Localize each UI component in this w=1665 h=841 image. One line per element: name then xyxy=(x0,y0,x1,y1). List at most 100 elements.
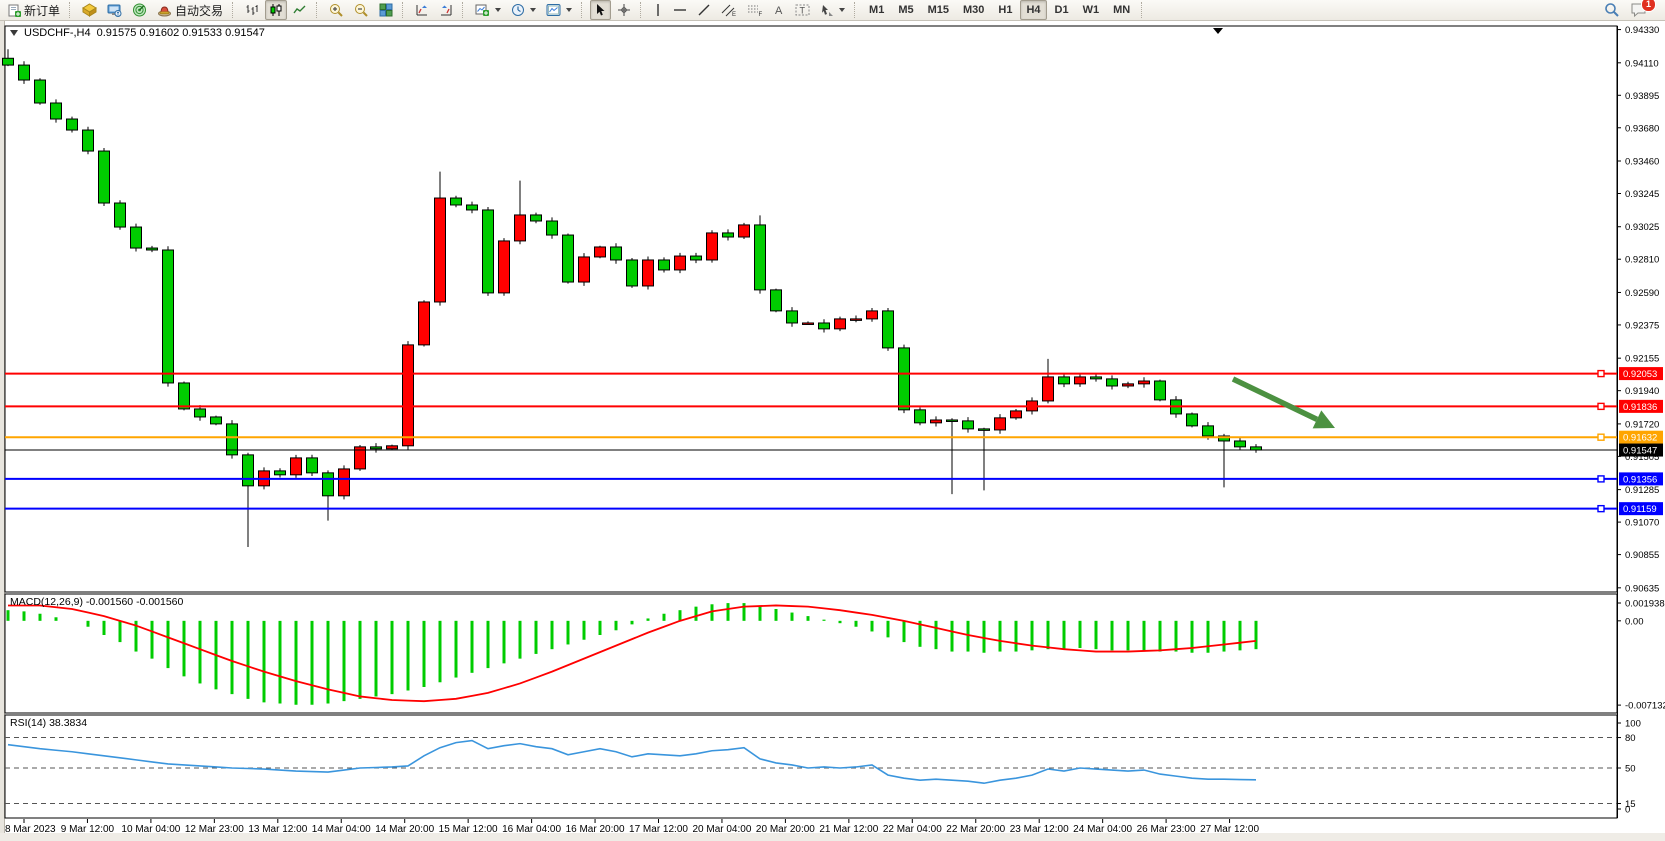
timeframe-mn-button[interactable]: MN xyxy=(1107,0,1136,20)
candle-down xyxy=(914,409,926,424)
crosshair-tool-button[interactable] xyxy=(613,0,635,20)
candle-down xyxy=(786,310,798,324)
candlestick-mode-button[interactable] xyxy=(265,0,288,20)
timeframe-m30-button[interactable]: M30 xyxy=(957,0,990,20)
timeframe-m5-button[interactable]: M5 xyxy=(892,0,919,20)
timeframe-d1-button[interactable]: D1 xyxy=(1049,0,1075,20)
text-tool-button[interactable]: A xyxy=(769,0,789,20)
price-tick-label: 0.93025 xyxy=(1625,222,1659,233)
depth-of-market-button[interactable] xyxy=(78,0,101,20)
timeframe-h1-button[interactable]: H1 xyxy=(992,0,1018,20)
rsi-indicator-label: RSI(14) 38.3834 xyxy=(10,717,88,729)
candle-up xyxy=(290,457,302,476)
chart-shift-marker-icon[interactable] xyxy=(1213,28,1223,34)
trendline-tool-button[interactable] xyxy=(693,0,715,20)
candle-up xyxy=(930,419,942,424)
price-tick-label: 0.91720 xyxy=(1625,419,1659,430)
autotrading-button[interactable]: 自动交易 xyxy=(153,0,227,20)
candle-up xyxy=(338,468,350,497)
zoom-in-button[interactable] xyxy=(325,0,348,20)
timeframe-m1-button[interactable]: M1 xyxy=(863,0,890,20)
candle-up xyxy=(578,256,590,283)
horizontal-line-tool-button[interactable] xyxy=(669,0,691,20)
candle-up xyxy=(418,301,430,346)
text-label-tool-button[interactable]: T xyxy=(791,0,814,20)
price-label-box xyxy=(1619,472,1663,486)
candle-up xyxy=(594,246,606,258)
metaeditor-button[interactable] xyxy=(103,0,126,20)
timeframe-w1-button[interactable]: W1 xyxy=(1077,0,1106,20)
macd-tick-label: -0.007132 xyxy=(1625,701,1665,712)
candle-down xyxy=(306,457,318,474)
zoom-out-button[interactable] xyxy=(350,0,373,20)
fibonacci-tool-button[interactable]: F xyxy=(743,0,767,20)
candle-down xyxy=(2,57,14,66)
chart-shift-button[interactable] xyxy=(435,0,457,20)
auto-scroll-button[interactable] xyxy=(411,0,433,20)
periods-button[interactable] xyxy=(507,0,540,20)
candle-down xyxy=(946,419,958,422)
price-tick-label: 0.93895 xyxy=(1625,91,1659,102)
horizontal-line-icon xyxy=(674,9,687,11)
candle-down xyxy=(242,454,254,487)
line-handle[interactable] xyxy=(1597,475,1605,483)
toolbar-separator xyxy=(69,2,73,18)
tile-windows-button[interactable] xyxy=(375,0,397,20)
candle-down xyxy=(322,472,334,497)
arrow-objects-button[interactable] xyxy=(816,0,849,20)
indicators-button[interactable] xyxy=(471,0,505,20)
timeframe-label: M1 xyxy=(869,4,885,16)
candle-down xyxy=(562,234,574,283)
templates-button[interactable] xyxy=(542,0,576,20)
metaeditor-icon xyxy=(107,4,122,17)
clock-icon xyxy=(512,4,525,16)
bar-chart-mode-button[interactable] xyxy=(241,0,263,20)
vertical-line-tool-button[interactable] xyxy=(649,0,667,20)
chat-button[interactable]: 1 xyxy=(1626,0,1656,20)
candle-down xyxy=(722,232,734,238)
price-tick-label: 0.92375 xyxy=(1625,320,1659,331)
time-tick-label: 8 Mar 2023 xyxy=(5,824,56,835)
candle-up xyxy=(994,417,1006,431)
macd-indicator-label: MACD(12,26,9) -0.001560 -0.001560 xyxy=(10,596,184,608)
line-chart-mode-button[interactable] xyxy=(289,0,311,20)
main-chart-panel[interactable] xyxy=(4,25,1618,593)
candle-down xyxy=(658,259,670,271)
ohlc-bars-icon xyxy=(246,5,258,15)
toolbar-separator xyxy=(316,2,320,18)
level-price-label: 0.91836 xyxy=(1623,402,1657,413)
timeframe-m15-button[interactable]: M15 xyxy=(922,0,955,20)
time-tick-label: 15 Mar 12:00 xyxy=(439,824,498,835)
line-chart-icon xyxy=(293,5,306,14)
signals-button[interactable] xyxy=(128,0,151,20)
macd-panel[interactable] xyxy=(4,593,1618,714)
level-price-label: 0.92053 xyxy=(1623,369,1657,380)
cursor-tool-button[interactable] xyxy=(590,0,612,20)
collapse-triangle-icon[interactable] xyxy=(10,30,18,36)
sonar-icon xyxy=(133,3,147,17)
time-tick-label: 10 Mar 04:00 xyxy=(121,824,180,835)
line-handle[interactable] xyxy=(1597,369,1605,378)
price-label-box xyxy=(1619,430,1663,444)
timeframe-label: H1 xyxy=(998,4,1013,16)
candle-down xyxy=(978,428,990,431)
level-price-label: 0.91159 xyxy=(1623,504,1657,515)
timeframe-h4-button[interactable]: H4 xyxy=(1020,0,1047,20)
svg-text:T: T xyxy=(800,6,806,16)
line-handle[interactable] xyxy=(1597,504,1605,513)
line-handle[interactable] xyxy=(1597,402,1605,411)
trendline-icon xyxy=(698,4,710,16)
macd-tick-label: 0.00 xyxy=(1625,616,1644,627)
new-order-button[interactable]: 新订单 xyxy=(4,0,64,20)
candle-down xyxy=(1218,435,1230,442)
line-handle[interactable] xyxy=(1597,433,1605,441)
trend-arrow[interactable] xyxy=(1231,376,1319,422)
candle-down xyxy=(626,259,638,287)
gold-cube-icon xyxy=(82,3,97,17)
rsi-panel[interactable] xyxy=(4,714,1618,819)
candle-down xyxy=(466,204,478,211)
equidistant-channel-tool-button[interactable]: E xyxy=(717,0,741,20)
trend-arrow-head[interactable] xyxy=(1312,410,1335,429)
search-button[interactable] xyxy=(1600,0,1624,20)
